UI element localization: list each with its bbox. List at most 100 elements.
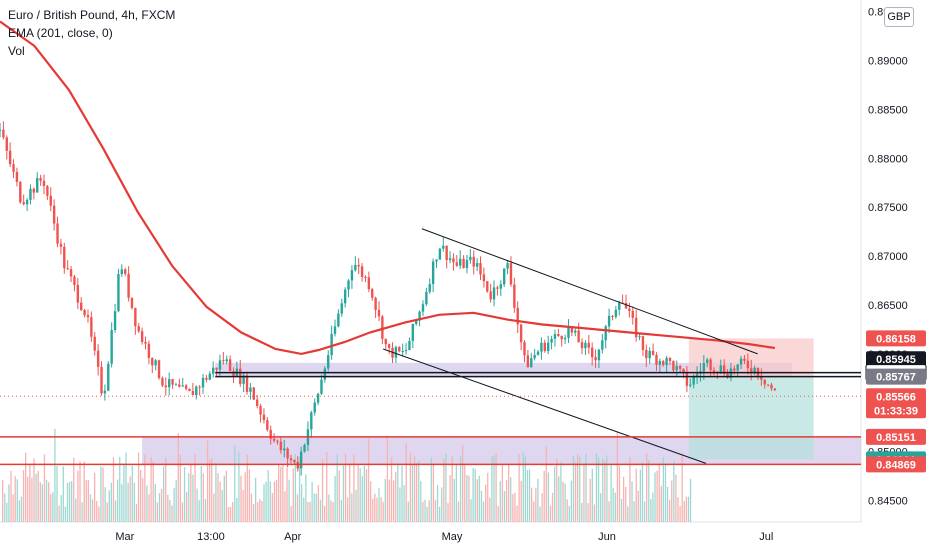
candle-body bbox=[147, 343, 151, 358]
price-label-bg bbox=[866, 368, 926, 385]
volume-bar bbox=[307, 501, 309, 522]
candle-body bbox=[479, 263, 482, 275]
volume-bar bbox=[221, 490, 223, 522]
candle-body bbox=[685, 372, 689, 386]
volume-bar bbox=[20, 496, 23, 522]
volume-bar bbox=[284, 491, 286, 522]
candle-body bbox=[739, 358, 743, 365]
volume-bar bbox=[261, 500, 263, 522]
volume-bar bbox=[192, 474, 194, 522]
volume-bar bbox=[485, 484, 487, 522]
volume-bar bbox=[54, 428, 56, 522]
volume-bar bbox=[370, 481, 372, 522]
candle-body bbox=[19, 181, 22, 203]
volume-bar bbox=[190, 463, 192, 522]
volume-bar bbox=[37, 471, 39, 522]
volume-bar bbox=[581, 502, 583, 522]
candle-body bbox=[320, 379, 323, 394]
volume-bar bbox=[177, 433, 179, 522]
candle-body bbox=[540, 342, 543, 352]
x-tick-label: Jul bbox=[759, 531, 773, 543]
volume-bar bbox=[384, 478, 386, 522]
candle-body bbox=[279, 441, 283, 451]
candle-body bbox=[323, 368, 327, 380]
volume-bar bbox=[223, 475, 225, 522]
price-label-current: 0.85566 01:33:39 bbox=[866, 388, 926, 419]
candle-body bbox=[475, 263, 479, 267]
volume-bar bbox=[127, 482, 129, 522]
candle-body bbox=[195, 386, 198, 396]
candle-body bbox=[167, 379, 171, 388]
candle-body bbox=[259, 405, 262, 415]
candle-body bbox=[262, 414, 266, 420]
volume-bar bbox=[495, 453, 497, 522]
volume-bar bbox=[397, 463, 399, 522]
volume-bar bbox=[292, 468, 294, 522]
volume-bar bbox=[359, 468, 361, 522]
volume-bar bbox=[395, 471, 397, 522]
candle-body bbox=[124, 269, 127, 274]
volume-bar bbox=[666, 486, 669, 522]
volume-bar bbox=[117, 479, 119, 522]
volume-bar bbox=[457, 501, 460, 522]
legend-ema[interactable]: EMA (201, close, 0) bbox=[8, 26, 113, 40]
volume-bar bbox=[25, 452, 27, 522]
volume-bar bbox=[564, 483, 566, 522]
volume-bar bbox=[296, 494, 299, 522]
volume-bar bbox=[16, 479, 18, 522]
legend-symbol[interactable]: Euro / British Pound, 4h, FXCM bbox=[8, 8, 176, 22]
volume-bar bbox=[10, 470, 12, 522]
candle-body bbox=[509, 263, 513, 285]
legend-volume[interactable]: Vol bbox=[8, 44, 25, 58]
volume-bar bbox=[98, 506, 100, 522]
candle-body bbox=[418, 311, 421, 321]
volume-bar bbox=[87, 480, 90, 522]
volume-bar bbox=[206, 440, 209, 522]
candle-body bbox=[205, 377, 208, 380]
volume-bar bbox=[294, 453, 297, 522]
volume-bar bbox=[478, 475, 481, 522]
volume-bar bbox=[303, 497, 305, 522]
candle-body bbox=[682, 368, 685, 373]
volume-bar bbox=[8, 484, 10, 522]
volume-bar bbox=[102, 467, 104, 522]
candle-body bbox=[543, 342, 546, 351]
candle-body bbox=[506, 263, 509, 269]
candle-body bbox=[743, 358, 746, 361]
price-label-bg bbox=[866, 388, 926, 419]
volume-bar bbox=[246, 454, 248, 522]
candle-body bbox=[763, 379, 766, 385]
volume-bar bbox=[112, 457, 115, 522]
candle-body bbox=[536, 351, 540, 355]
candle-body bbox=[25, 199, 29, 205]
volume-bar bbox=[313, 493, 315, 522]
volume-bar bbox=[531, 487, 533, 522]
volume-bar bbox=[365, 469, 368, 522]
candle-body bbox=[404, 350, 408, 352]
volume-bar bbox=[305, 474, 307, 522]
candle-body bbox=[645, 349, 648, 359]
candle-body bbox=[333, 326, 337, 334]
candle-body bbox=[184, 385, 188, 389]
currency-selector[interactable]: GBP bbox=[884, 7, 914, 27]
target-zone bbox=[688, 376, 814, 460]
volume-bar bbox=[301, 484, 303, 522]
volume-bar bbox=[259, 499, 261, 522]
volume-bar bbox=[273, 481, 276, 522]
candle-body bbox=[198, 386, 201, 388]
candle-body bbox=[272, 438, 276, 441]
volume-bar bbox=[363, 465, 366, 522]
volume-bar bbox=[646, 453, 648, 522]
volume-bar bbox=[669, 499, 671, 522]
volume-bar bbox=[432, 465, 435, 522]
volume-bar bbox=[541, 493, 543, 522]
candle-body bbox=[425, 291, 428, 305]
volume-bar bbox=[424, 499, 426, 522]
candle-body bbox=[513, 284, 516, 308]
candle-body bbox=[340, 303, 343, 314]
candle-body bbox=[73, 276, 76, 285]
volume-bar bbox=[311, 481, 313, 522]
volume-bar bbox=[288, 479, 290, 522]
volume-bar bbox=[152, 461, 154, 522]
